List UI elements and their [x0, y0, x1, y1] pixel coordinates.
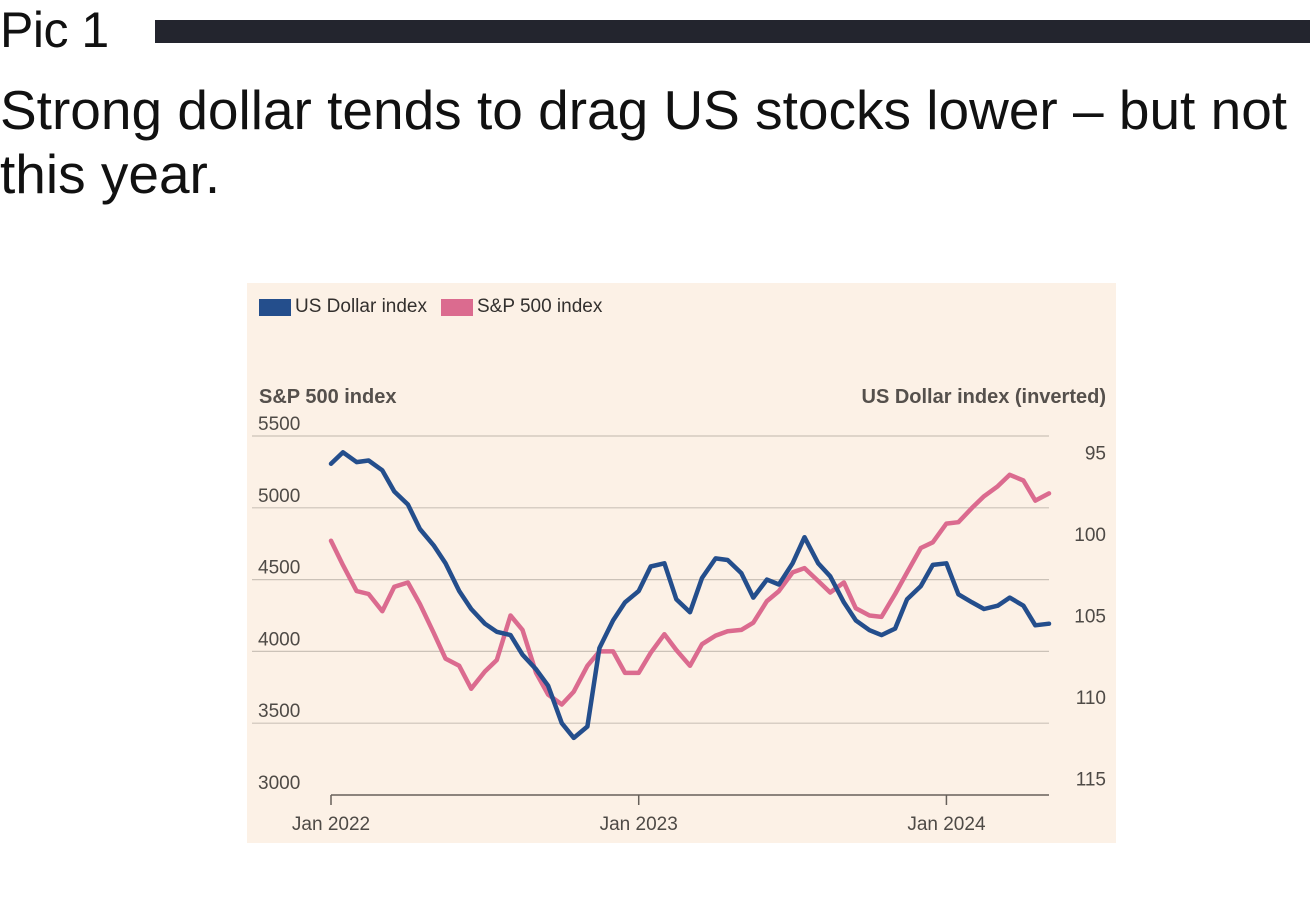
right-axis-title: US Dollar index (inverted) [861, 386, 1107, 408]
left-tick-3000: 3000 [258, 773, 300, 794]
right-tick-110: 110 [1076, 688, 1106, 709]
pic-label: Pic 1 [0, 2, 109, 58]
legend-item-spx: S&P 500 index [441, 296, 602, 318]
legend: US Dollar index S&P 500 index [259, 296, 616, 318]
x-tick-label-0: Jan 2022 [292, 814, 370, 835]
legend-swatch-usd [259, 298, 291, 316]
chart-panel: 5500 5000 4500 4000 3500 3000 95 100 105 110 115 … [247, 283, 1116, 843]
pic-header-bar [155, 20, 1310, 43]
legend-label-spx: S&P 500 index [477, 296, 603, 317]
legend-item-usd: US Dollar index [259, 296, 427, 318]
series-lines [328, 450, 1052, 741]
series-line-spx [328, 472, 1052, 707]
headline: Strong dollar tends to drag US stocks lo… [0, 79, 1288, 205]
left-tick-5000: 5000 [258, 486, 300, 507]
left-tick-3500: 3500 [258, 701, 300, 722]
right-axis-ticks: 95 100 105 110 115 [1074, 443, 1106, 790]
gridlines [252, 435, 1049, 796]
left-tick-4500: 4500 [258, 558, 300, 579]
right-tick-115: 115 [1076, 770, 1106, 791]
series-line-usd [328, 450, 1052, 741]
left-tick-4000: 4000 [258, 629, 300, 650]
x-tick-label-2: Jan 2024 [907, 814, 986, 835]
legend-label-usd: US Dollar index [295, 296, 427, 317]
left-axis-title: S&P 500 index [259, 386, 397, 408]
x-axis-ticks: Jan 2022 Jan 2023 Jan 2024 [292, 795, 986, 835]
right-tick-105: 105 [1074, 607, 1106, 628]
x-tick-label-1: Jan 2023 [600, 814, 678, 835]
right-tick-100: 100 [1074, 525, 1106, 546]
legend-swatch-spx [441, 298, 473, 316]
right-tick-95: 95 [1085, 443, 1106, 464]
left-axis-ticks: 5500 5000 4500 4000 3500 3000 [258, 414, 300, 794]
left-tick-5500: 5500 [258, 414, 300, 435]
